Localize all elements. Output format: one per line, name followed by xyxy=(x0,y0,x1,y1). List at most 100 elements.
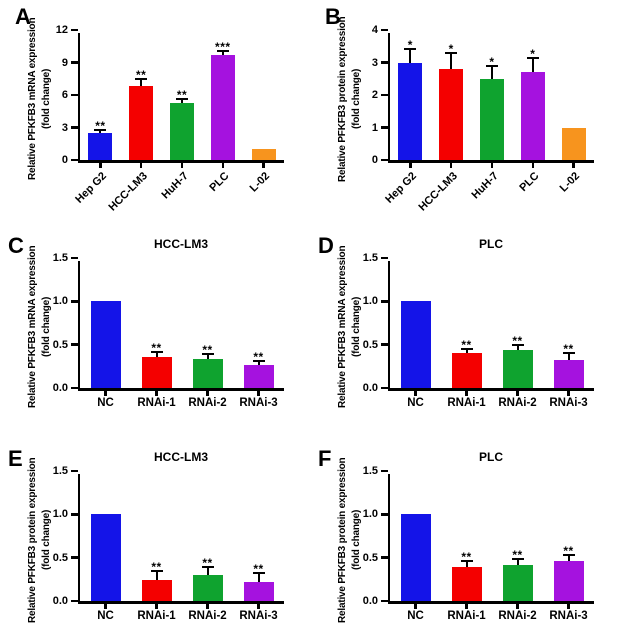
panel-letter-c: C xyxy=(8,233,24,258)
error-bar-cap xyxy=(485,65,498,68)
y-axis-tick-label: 0.5 xyxy=(52,338,68,351)
bar-group-hcc-lm3: ** HCC-LM3 xyxy=(106,33,154,213)
bar-chart-panel-b: 0 1 2 3 4 * Hep G2 * HCC-LM3 * HuH-7 * PLC L-02 xyxy=(372,24,594,213)
significance-marker: * xyxy=(448,42,454,57)
panel-letter-d: D xyxy=(318,233,334,258)
error-bar-cap xyxy=(511,344,524,347)
y-axis-label: Relative PFKFB3 mRNA expression (fold ch… xyxy=(26,229,54,425)
bar xyxy=(90,301,121,388)
x-axis-category-label: L-02 xyxy=(247,170,273,195)
x-axis-category-label: RNAi-1 xyxy=(447,397,486,409)
bar-group-nc: NC xyxy=(400,261,431,409)
bar xyxy=(210,54,235,160)
error-bar-cap xyxy=(175,97,188,100)
y-axis-tick xyxy=(70,386,78,390)
x-axis-category-label: NC xyxy=(407,610,424,622)
bar xyxy=(243,365,274,388)
significance-marker: ** xyxy=(512,334,523,349)
error-bar-cap xyxy=(150,569,163,572)
y-axis-tick-label: 12 xyxy=(55,24,68,36)
error-bar-cap xyxy=(460,560,473,562)
bar-group-l-02: L-02 xyxy=(558,33,586,194)
error-bar-whisker xyxy=(206,355,209,360)
panel-c: C HCC-LM3 Relative PFKFB3 mRNA expressio… xyxy=(0,213,310,426)
x-axis-tick xyxy=(414,604,417,609)
y-axis-tick xyxy=(380,469,388,473)
y-axis-label-line1: Relative PFKFB3 protein expression xyxy=(337,16,348,182)
x-axis-tick xyxy=(409,163,412,168)
y-axis-tick-label: 1.0 xyxy=(362,508,378,521)
significance-marker: * xyxy=(407,37,413,52)
error-bar-whisker xyxy=(465,349,468,354)
bar xyxy=(398,62,423,160)
bar-group-rnai-1: ** RNAi-1 xyxy=(137,261,175,409)
panel-letter-a: A xyxy=(15,4,31,29)
x-axis-category-label: RNAi-3 xyxy=(549,610,588,622)
x-axis-tick xyxy=(139,163,143,168)
significance-marker: ** xyxy=(151,559,162,574)
bar xyxy=(502,349,533,388)
y-axis-tick-label: 0.0 xyxy=(52,382,68,394)
significance-marker: ** xyxy=(461,550,472,564)
bar-group-rnai-2: ** RNAi-2 xyxy=(188,474,226,622)
bar-group-rnai-2: ** RNAi-2 xyxy=(498,261,536,409)
significance-marker: ** xyxy=(512,548,523,563)
x-axis-tick xyxy=(155,604,158,609)
panel-b: B Relative PFKFB3 protein expression (fo… xyxy=(310,0,620,213)
bar-group-l-02: L-02 xyxy=(248,33,276,194)
panel-letter-e: E xyxy=(8,446,23,471)
error-bar-whisker xyxy=(531,59,534,73)
x-axis-tick xyxy=(257,604,260,609)
y-axis-tick xyxy=(70,343,78,346)
y-axis-label-line1: Relative PFKFB3 protein expression xyxy=(27,457,38,623)
y-axis-label: Relative PFKFB3 mRNA expression (fold ch… xyxy=(26,1,54,197)
error-bar-whisker xyxy=(99,130,102,133)
y-axis-label-line2: (fold change) xyxy=(41,68,52,130)
error-bar-whisker xyxy=(567,354,570,361)
bar-chart-panel-e: 0.0 0.5 1.0 1.5 NC ** RNAi-1 ** RNAi-2 ** RNAi-3 xyxy=(53,465,284,622)
panel-d: D PLC Relative PFKFB3 mRNA expression (f… xyxy=(310,213,620,426)
x-axis-category-label: RNAi-2 xyxy=(498,610,537,622)
significance-marker: *** xyxy=(215,39,231,54)
y-axis-label-line2: (fold change) xyxy=(351,68,362,130)
y-axis-tick-label: 1.0 xyxy=(362,295,378,308)
y-axis-tick xyxy=(380,599,388,603)
x-axis-category-label: RNAi-2 xyxy=(188,397,227,409)
x-axis-tick xyxy=(206,604,209,609)
x-axis-tick xyxy=(572,163,575,168)
error-bar-whisker xyxy=(257,574,260,582)
y-axis-tick xyxy=(70,28,78,32)
y-axis-tick-label: 0.5 xyxy=(362,551,378,564)
error-bar-whisker xyxy=(490,67,493,79)
x-axis-category-label: RNAi-1 xyxy=(137,397,176,409)
significance-marker: ** xyxy=(253,562,264,577)
error-bar-cap xyxy=(562,352,575,355)
error-bar-whisker xyxy=(409,49,412,63)
x-axis-tick xyxy=(104,391,107,396)
panel-f: F PLC Relative PFKFB3 protein expression… xyxy=(310,426,620,639)
bar xyxy=(520,72,545,160)
y-axis-tick-label: 0.0 xyxy=(52,595,68,607)
significance-marker: ** xyxy=(563,342,574,357)
significance-marker: * xyxy=(489,55,495,70)
error-bar-whisker xyxy=(567,555,570,562)
bar-group-hep-g2: * Hep G2 xyxy=(383,33,423,206)
y-axis-tick-label: 6 xyxy=(61,89,68,101)
bar xyxy=(129,86,154,160)
x-axis-category-label: HuH-7 xyxy=(469,170,501,202)
x-axis-category-label: NC xyxy=(407,397,424,409)
y-axis-label-line1: Relative PFKFB3 mRNA expression xyxy=(337,245,348,409)
significance-marker: ** xyxy=(202,556,213,571)
error-bar-cap xyxy=(150,351,163,354)
y-axis-label: Relative PFKFB3 mRNA expression (fold ch… xyxy=(336,229,364,425)
error-bar-whisker xyxy=(140,79,143,87)
bar-group-rnai-2: ** RNAi-2 xyxy=(188,261,226,409)
bar-group-rnai-3: ** RNAi-3 xyxy=(549,474,587,622)
error-bar-whisker xyxy=(516,346,519,350)
panel-title: HCC-LM3 xyxy=(154,237,208,251)
x-axis-tick xyxy=(516,604,519,609)
x-axis-category-label: L-02 xyxy=(557,170,583,195)
x-axis-tick xyxy=(257,391,260,396)
y-axis-tick-label: 1.5 xyxy=(362,465,378,477)
